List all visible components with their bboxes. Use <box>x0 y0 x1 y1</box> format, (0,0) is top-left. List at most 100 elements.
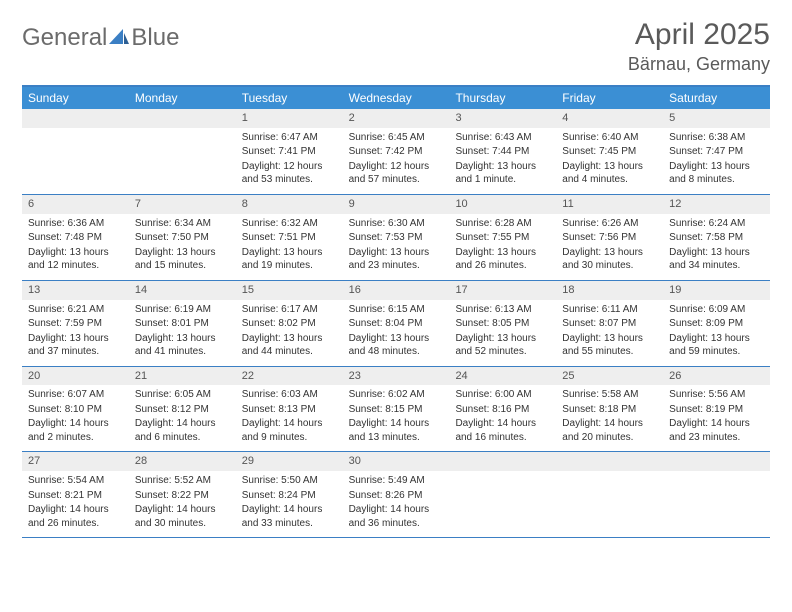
sunrise-line: Sunrise: 6:02 AM <box>349 388 444 402</box>
sunrise-line: Sunrise: 6:03 AM <box>242 388 337 402</box>
daylight-line: Daylight: 14 hours and 13 minutes. <box>349 417 444 444</box>
sunset-line: Sunset: 7:44 PM <box>455 145 550 159</box>
sunset-line: Sunset: 8:13 PM <box>242 403 337 417</box>
sunrise-line: Sunrise: 6:24 AM <box>669 217 764 231</box>
day-body: Sunrise: 6:34 AMSunset: 7:50 PMDaylight:… <box>129 214 236 280</box>
sunset-line: Sunset: 8:16 PM <box>455 403 550 417</box>
daylight-line: Daylight: 12 hours and 57 minutes. <box>349 160 444 187</box>
sunrise-line: Sunrise: 6:15 AM <box>349 303 444 317</box>
day-body: Sunrise: 6:17 AMSunset: 8:02 PMDaylight:… <box>236 300 343 366</box>
day-body: Sunrise: 6:00 AMSunset: 8:16 PMDaylight:… <box>449 385 556 451</box>
day-cell: 14Sunrise: 6:19 AMSunset: 8:01 PMDayligh… <box>129 281 236 366</box>
daylight-line: Daylight: 14 hours and 23 minutes. <box>669 417 764 444</box>
daylight-line: Daylight: 13 hours and 8 minutes. <box>669 160 764 187</box>
daylight-line: Daylight: 12 hours and 53 minutes. <box>242 160 337 187</box>
day-body: Sunrise: 6:38 AMSunset: 7:47 PMDaylight:… <box>663 128 770 194</box>
day-body: Sunrise: 6:40 AMSunset: 7:45 PMDaylight:… <box>556 128 663 194</box>
sunset-line: Sunset: 7:50 PM <box>135 231 230 245</box>
day-body: Sunrise: 5:49 AMSunset: 8:26 PMDaylight:… <box>343 471 450 537</box>
sunrise-line: Sunrise: 5:52 AM <box>135 474 230 488</box>
sunrise-line: Sunrise: 6:19 AM <box>135 303 230 317</box>
sunset-line: Sunset: 8:04 PM <box>349 317 444 331</box>
sunset-line: Sunset: 7:45 PM <box>562 145 657 159</box>
day-number: 19 <box>663 281 770 300</box>
day-number: 26 <box>663 367 770 386</box>
day-number: 1 <box>236 109 343 128</box>
day-body: Sunrise: 5:54 AMSunset: 8:21 PMDaylight:… <box>22 471 129 537</box>
sunset-line: Sunset: 8:19 PM <box>669 403 764 417</box>
day-body: Sunrise: 6:26 AMSunset: 7:56 PMDaylight:… <box>556 214 663 280</box>
day-number: 17 <box>449 281 556 300</box>
sunrise-line: Sunrise: 6:43 AM <box>455 131 550 145</box>
day-number: 7 <box>129 195 236 214</box>
week-row: 27Sunrise: 5:54 AMSunset: 8:21 PMDayligh… <box>22 452 770 538</box>
daylight-line: Daylight: 13 hours and 15 minutes. <box>135 246 230 273</box>
empty-cell <box>449 452 556 537</box>
location-label: Bärnau, Germany <box>628 54 770 75</box>
day-body: Sunrise: 6:07 AMSunset: 8:10 PMDaylight:… <box>22 385 129 451</box>
day-number: 23 <box>343 367 450 386</box>
day-body: Sunrise: 6:11 AMSunset: 8:07 PMDaylight:… <box>556 300 663 366</box>
sunrise-line: Sunrise: 6:45 AM <box>349 131 444 145</box>
day-cell: 13Sunrise: 6:21 AMSunset: 7:59 PMDayligh… <box>22 281 129 366</box>
empty-daynum <box>663 452 770 471</box>
day-cell: 3 Sunrise: 6:43 AMSunset: 7:44 PMDaylight… <box>449 109 556 194</box>
daylight-line: Daylight: 13 hours and 52 minutes. <box>455 332 550 359</box>
empty-cell <box>22 109 129 194</box>
day-number: 28 <box>129 452 236 471</box>
day-cell: 5Sunrise: 6:38 AMSunset: 7:47 PMDaylight… <box>663 109 770 194</box>
week-row: 1Sunrise: 6:47 AMSunset: 7:41 PMDaylight… <box>22 109 770 195</box>
sunset-line: Sunset: 8:15 PM <box>349 403 444 417</box>
day-cell: 27Sunrise: 5:54 AMSunset: 8:21 PMDayligh… <box>22 452 129 537</box>
sunrise-line: Sunrise: 6:34 AM <box>135 217 230 231</box>
daylight-line: Daylight: 13 hours and 23 minutes. <box>349 246 444 273</box>
daylight-line: Daylight: 13 hours and 1 minute. <box>455 160 550 187</box>
sunrise-line: Sunrise: 6:05 AM <box>135 388 230 402</box>
brand-text-1: General <box>22 24 107 52</box>
brand-logo: General Blue <box>22 18 179 52</box>
sunrise-line: Sunrise: 6:28 AM <box>455 217 550 231</box>
day-number: 12 <box>663 195 770 214</box>
daylight-line: Daylight: 13 hours and 19 minutes. <box>242 246 337 273</box>
sunset-line: Sunset: 8:05 PM <box>455 317 550 331</box>
sunrise-line: Sunrise: 6:00 AM <box>455 388 550 402</box>
page-title: April 2025 <box>628 18 770 52</box>
day-number: 10 <box>449 195 556 214</box>
day-cell: 1Sunrise: 6:47 AMSunset: 7:41 PMDaylight… <box>236 109 343 194</box>
day-number: 25 <box>556 367 663 386</box>
day-cell: 17Sunrise: 6:13 AMSunset: 8:05 PMDayligh… <box>449 281 556 366</box>
day-number: 24 <box>449 367 556 386</box>
week-row: 20Sunrise: 6:07 AMSunset: 8:10 PMDayligh… <box>22 367 770 453</box>
day-body: Sunrise: 6:03 AMSunset: 8:13 PMDaylight:… <box>236 385 343 451</box>
day-cell: 19Sunrise: 6:09 AMSunset: 8:09 PMDayligh… <box>663 281 770 366</box>
sunset-line: Sunset: 7:56 PM <box>562 231 657 245</box>
day-cell: 8Sunrise: 6:32 AMSunset: 7:51 PMDaylight… <box>236 195 343 280</box>
brand-text-2: Blue <box>131 24 179 52</box>
empty-cell <box>556 452 663 537</box>
day-body: Sunrise: 5:50 AMSunset: 8:24 PMDaylight:… <box>236 471 343 537</box>
day-number: 3 <box>449 109 556 128</box>
day-cell: 16Sunrise: 6:15 AMSunset: 8:04 PMDayligh… <box>343 281 450 366</box>
daylight-line: Daylight: 14 hours and 33 minutes. <box>242 503 337 530</box>
sunrise-line: Sunrise: 5:49 AM <box>349 474 444 488</box>
sunrise-line: Sunrise: 6:17 AM <box>242 303 337 317</box>
day-number: 16 <box>343 281 450 300</box>
day-cell: 20Sunrise: 6:07 AMSunset: 8:10 PMDayligh… <box>22 367 129 452</box>
daylight-line: Daylight: 14 hours and 36 minutes. <box>349 503 444 530</box>
weekday-header: Thursday <box>449 87 556 109</box>
day-cell: 25Sunrise: 5:58 AMSunset: 8:18 PMDayligh… <box>556 367 663 452</box>
daylight-line: Daylight: 13 hours and 34 minutes. <box>669 246 764 273</box>
day-cell: 6Sunrise: 6:36 AMSunset: 7:48 PMDaylight… <box>22 195 129 280</box>
day-number: 11 <box>556 195 663 214</box>
daylight-line: Daylight: 13 hours and 59 minutes. <box>669 332 764 359</box>
sunset-line: Sunset: 8:07 PM <box>562 317 657 331</box>
daylight-line: Daylight: 14 hours and 20 minutes. <box>562 417 657 444</box>
sunset-line: Sunset: 8:21 PM <box>28 489 123 503</box>
weekday-header: Saturday <box>663 87 770 109</box>
day-body: Sunrise: 6:05 AMSunset: 8:12 PMDaylight:… <box>129 385 236 451</box>
sunset-line: Sunset: 7:41 PM <box>242 145 337 159</box>
weekday-header: Monday <box>129 87 236 109</box>
sail-icon <box>109 29 129 47</box>
weekday-header: Wednesday <box>343 87 450 109</box>
sunset-line: Sunset: 7:47 PM <box>669 145 764 159</box>
